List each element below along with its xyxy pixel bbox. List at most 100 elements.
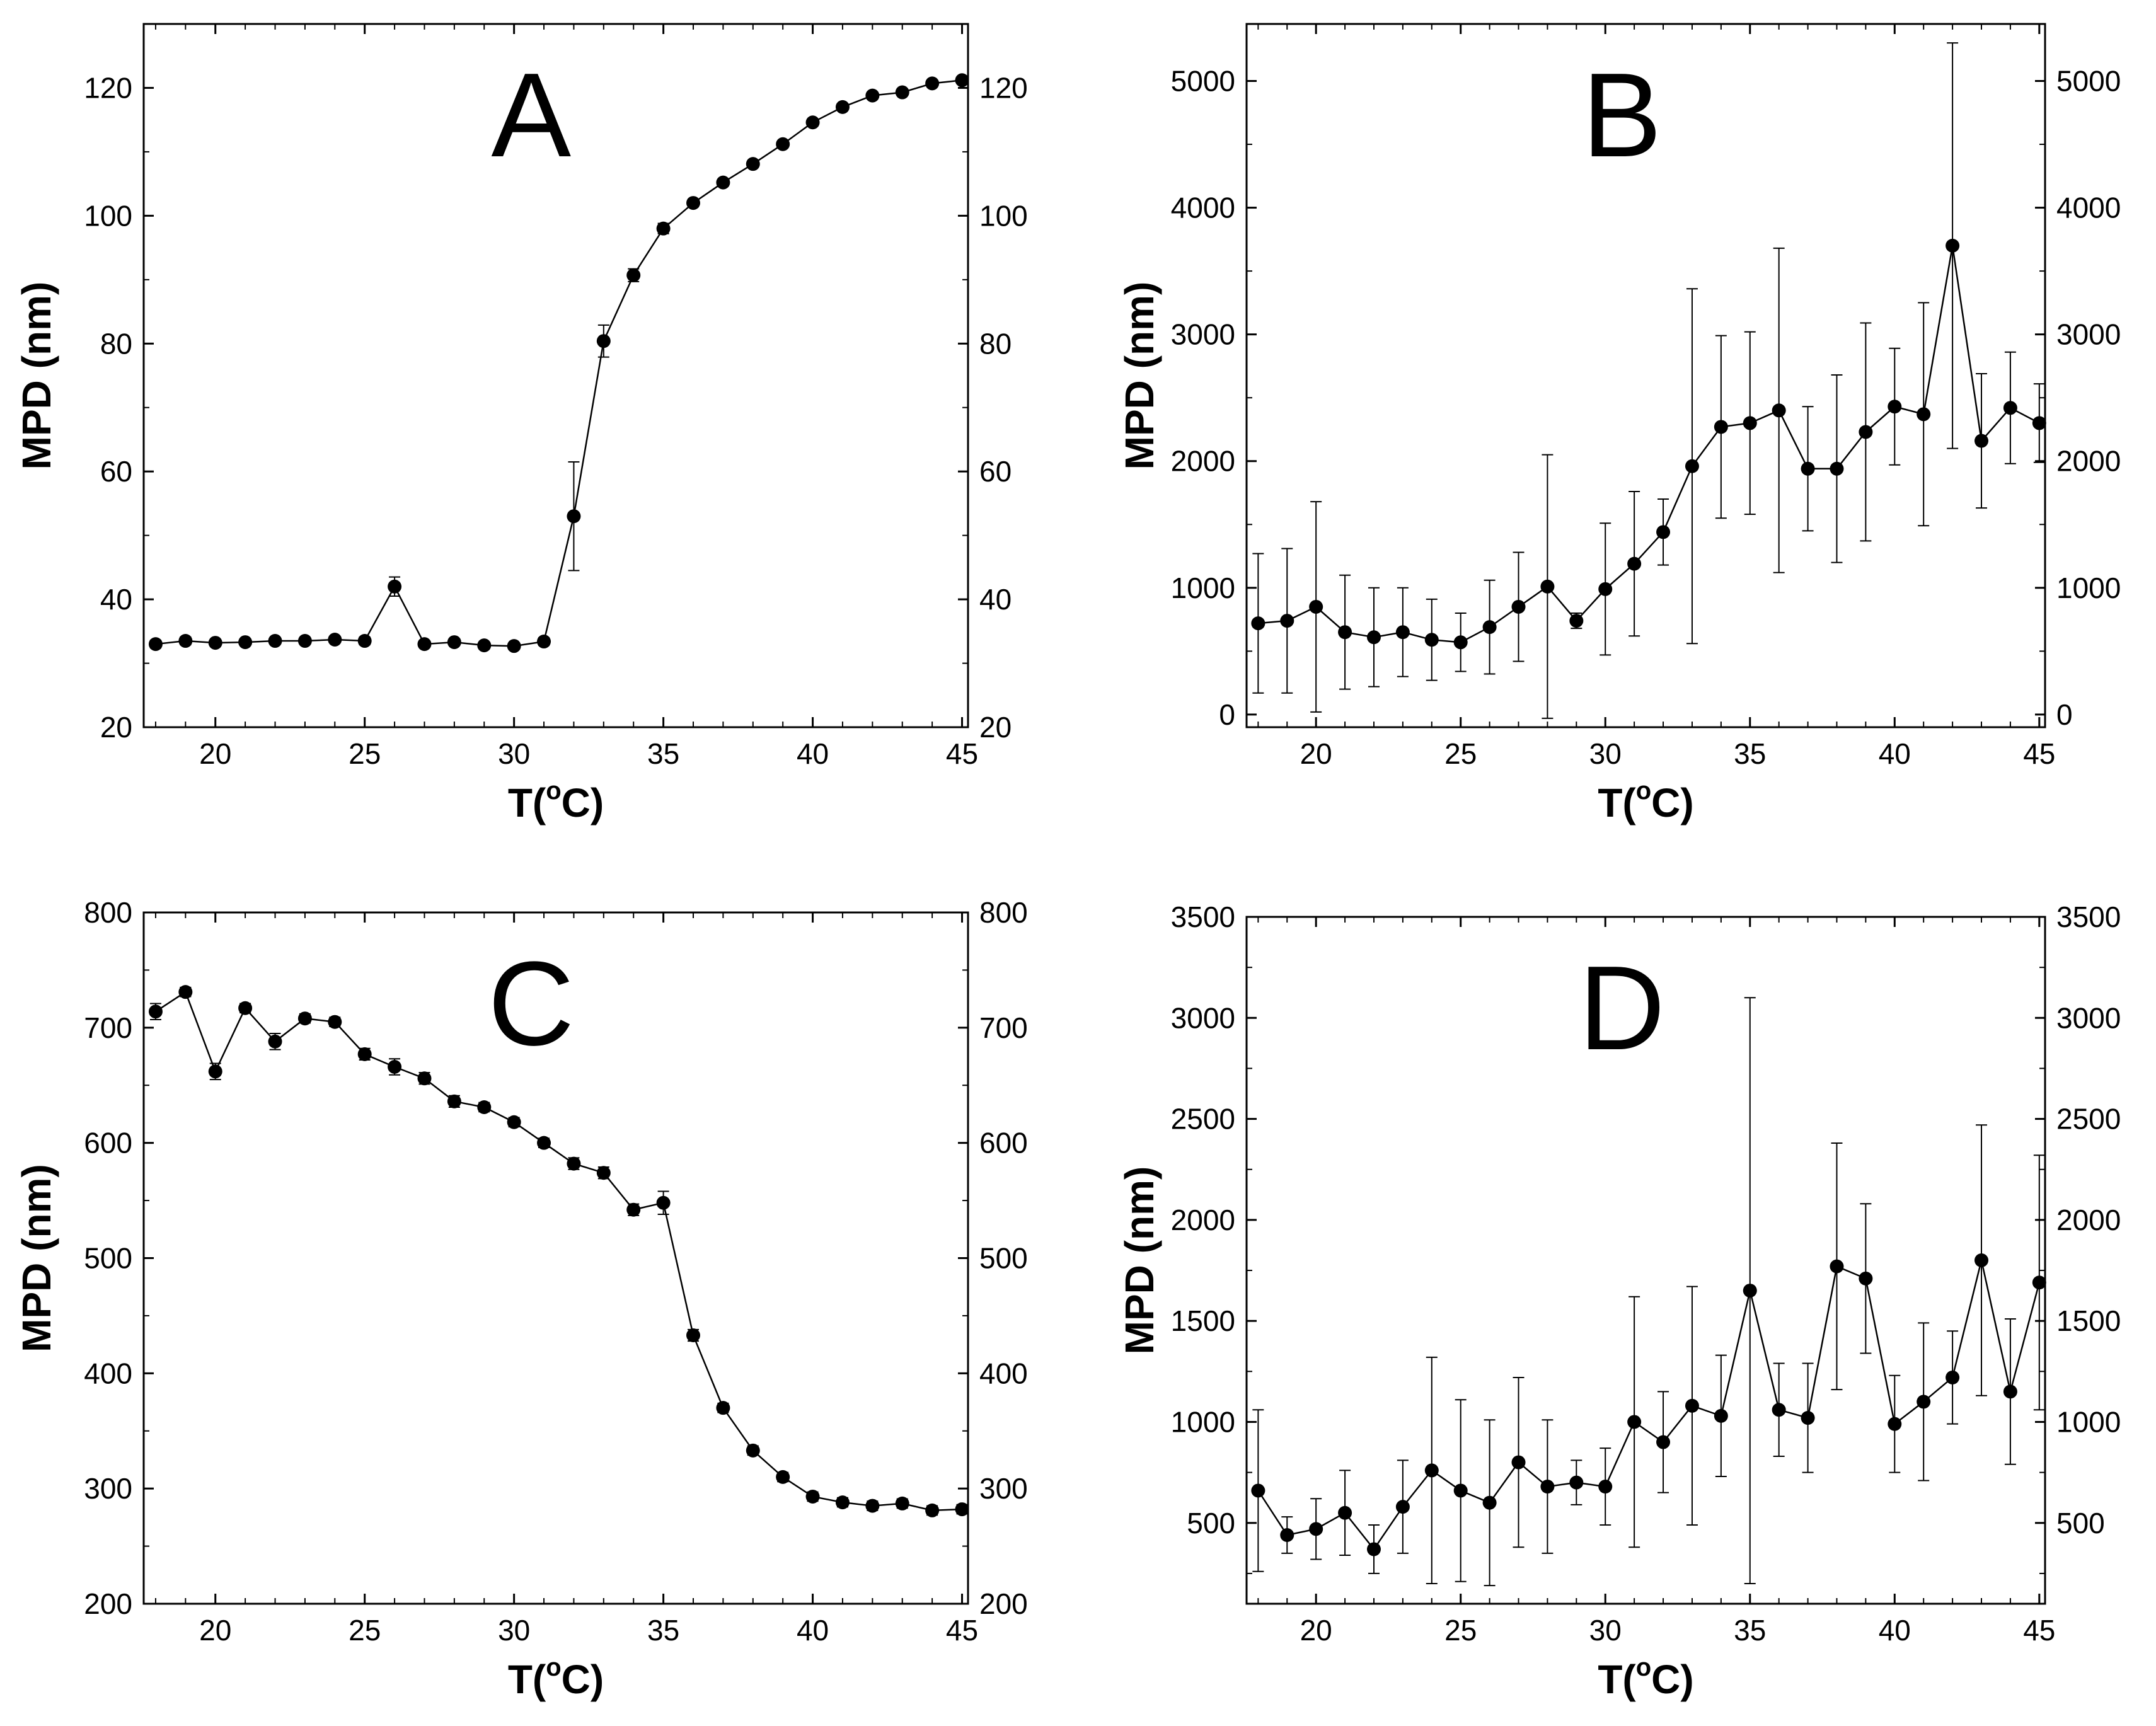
data-point [626, 1202, 641, 1217]
x-tick-label: 20 [1300, 737, 1332, 770]
data-point [388, 579, 402, 594]
y-tick-label-right: 2000 [2056, 1204, 2121, 1236]
data-point [1627, 556, 1642, 571]
x-axis-title-end: C) [562, 780, 604, 826]
data-point [596, 334, 611, 348]
y-tick-label: 400 [84, 1357, 132, 1389]
data-point [1946, 238, 1960, 253]
y-tick-label: 5000 [1171, 64, 1235, 97]
data-point [297, 634, 312, 648]
data-point [178, 634, 193, 648]
data-point [1251, 616, 1265, 631]
x-tick-label: 45 [946, 1614, 978, 1647]
y-tick-label: 100 [84, 199, 132, 232]
data-point [1743, 416, 1757, 430]
x-tick-label: 40 [797, 737, 829, 770]
data-point [1251, 1483, 1265, 1498]
data-point [895, 1496, 909, 1510]
x-axis-title: T(oC) [508, 777, 604, 826]
x-tick-label: 45 [2023, 1614, 2055, 1647]
x-axis-title-main: T( [1598, 1657, 1636, 1702]
x-axis-title-end: C) [562, 1657, 604, 1702]
x-tick-label: 30 [498, 1614, 530, 1647]
y-tick-label: 40 [100, 583, 132, 616]
y-tick-label-right: 500 [2056, 1507, 2105, 1539]
data-point [776, 1470, 790, 1484]
data-point [1453, 1483, 1468, 1498]
data-point [1453, 635, 1468, 650]
data-point [1424, 1463, 1439, 1478]
data-point [268, 634, 282, 648]
data-point [596, 1166, 611, 1180]
data-point [507, 1115, 521, 1129]
data-point [2003, 401, 2017, 415]
data-point [925, 1503, 940, 1517]
data-point [1859, 425, 1873, 439]
data-point [1309, 599, 1323, 614]
x-tick-label: 35 [1734, 737, 1766, 770]
data-point [238, 1001, 253, 1015]
data-point [1714, 420, 1728, 434]
data-point [1338, 625, 1352, 640]
data-point [447, 635, 461, 650]
y-tick-label-right: 3000 [2056, 318, 2121, 351]
data-point [686, 1328, 700, 1342]
y-tick-label: 1500 [1171, 1304, 1235, 1337]
data-point [1482, 1495, 1497, 1510]
data-point [835, 1495, 850, 1510]
data-point [805, 115, 820, 130]
data-point [1280, 1528, 1294, 1542]
y-tick-label: 3000 [1171, 1001, 1235, 1034]
data-point [477, 1100, 492, 1114]
data-point [1888, 1417, 1902, 1431]
data-point [1801, 1411, 1815, 1425]
y-tick-label: 600 [84, 1127, 132, 1159]
x-axis-title: T(oC) [1598, 777, 1693, 826]
data-point [208, 636, 222, 650]
series-line [155, 991, 962, 1512]
y-tick-label-right: 1000 [2056, 572, 2121, 604]
y-tick-label: 1000 [1171, 572, 1235, 604]
x-tick-label: 30 [1589, 737, 1622, 770]
series-line [155, 79, 962, 647]
data-point [955, 73, 969, 88]
data-point [686, 196, 700, 210]
data-point [716, 1401, 730, 1415]
data-point [716, 175, 730, 190]
y-tick-label: 120 [84, 71, 132, 104]
panel-letter: A [491, 49, 571, 182]
y-tick-label-right: 100 [979, 199, 1028, 232]
x-tick-label: 35 [647, 737, 679, 770]
x-tick-label: 35 [1734, 1614, 1766, 1647]
data-point [537, 1136, 551, 1150]
data-point [328, 633, 342, 647]
data-point [507, 639, 521, 653]
y-axis-title: MPD (nm) [14, 282, 59, 470]
data-point [238, 635, 253, 650]
data-point [148, 1004, 163, 1019]
data-point [1859, 1271, 1873, 1286]
data-point [1830, 1259, 1844, 1274]
y-axis-title: MPD (nm) [14, 1164, 59, 1352]
y-tick-label-right: 120 [979, 71, 1028, 104]
x-tick-label: 45 [946, 737, 978, 770]
data-point [148, 637, 163, 652]
y-tick-label: 2000 [1171, 1204, 1235, 1236]
data-point [1511, 1455, 1526, 1470]
data-point [1338, 1505, 1352, 1520]
x-axis-title-main: T( [508, 780, 546, 826]
y-tick-label: 4000 [1171, 192, 1235, 224]
x-tick-label: 30 [498, 737, 530, 770]
x-tick-label: 40 [797, 1614, 829, 1647]
y-tick-label: 300 [84, 1472, 132, 1505]
data-point [1569, 1475, 1584, 1490]
data-point [1917, 1395, 1931, 1409]
y-tick-label: 2000 [1171, 445, 1235, 478]
y-tick-label-right: 20 [979, 711, 1012, 744]
x-tick-label: 25 [1444, 737, 1477, 770]
x-tick-label: 25 [349, 737, 381, 770]
y-tick-label-right: 800 [979, 896, 1028, 929]
